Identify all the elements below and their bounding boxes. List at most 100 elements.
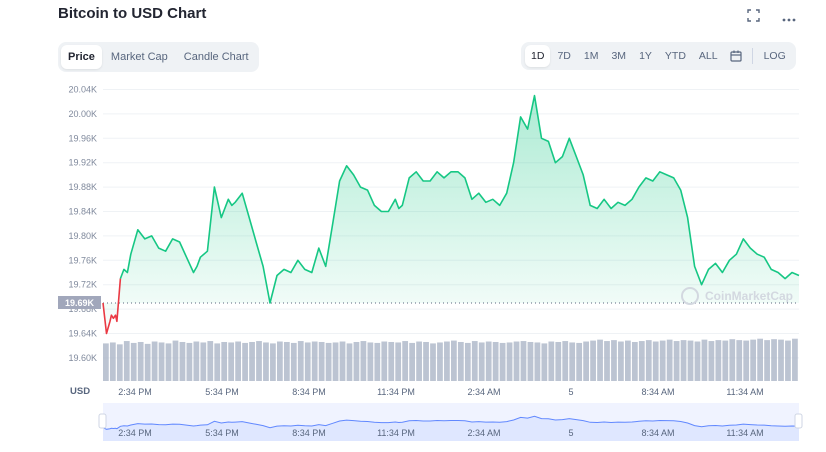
- volume-bar: [311, 341, 318, 381]
- tab-market-cap[interactable]: Market Cap: [110, 51, 168, 63]
- volume-bar: [778, 339, 784, 381]
- volume-bar: [694, 341, 701, 381]
- range-1m[interactable]: 1M: [583, 50, 599, 62]
- volume-bar: [165, 343, 172, 381]
- volume-bar: [701, 339, 708, 381]
- volume-bar: [673, 341, 680, 381]
- range-7d[interactable]: 7D: [557, 50, 571, 62]
- volume-bar: [395, 342, 402, 381]
- navigator-tick-label: 8:34 AM: [641, 428, 674, 438]
- volume-bar: [186, 342, 193, 381]
- volume-bar: [729, 339, 736, 381]
- volume-bar: [534, 342, 541, 381]
- volume-bar: [597, 339, 603, 381]
- y-tick-label: 19.92K: [68, 158, 97, 168]
- calendar-icon[interactable]: [725, 47, 747, 65]
- volume-bars: [103, 338, 798, 381]
- range-3m[interactable]: 3M: [611, 50, 627, 62]
- y-tick-label: 19.80K: [68, 231, 97, 241]
- y-tick-label: 19.60K: [68, 353, 97, 363]
- volume-bar: [750, 339, 757, 381]
- range-1y[interactable]: 1Y: [639, 50, 652, 62]
- volume-bar: [283, 341, 290, 381]
- volume-bar: [158, 342, 165, 381]
- watermark: CoinMarketCap: [681, 287, 793, 305]
- log-toggle[interactable]: LOG: [763, 50, 786, 62]
- volume-bar: [200, 342, 207, 381]
- volume-bar: [374, 342, 381, 381]
- volume-bar: [736, 340, 743, 381]
- navigator-tick-label: 8:34 PM: [292, 428, 326, 438]
- top-actions: [747, 9, 796, 24]
- navigator-handles[interactable]: [98, 413, 803, 429]
- navigator-tick-label: 5:34 PM: [205, 428, 239, 438]
- fullscreen-icon[interactable]: [747, 9, 760, 24]
- volume-bar: [151, 341, 158, 381]
- y-tick-label: 19.96K: [68, 133, 97, 143]
- volume-bar: [527, 341, 534, 381]
- range-selector: 1D 7D 1M 3M 1Y YTD ALL LOG: [521, 42, 796, 70]
- coinmarketcap-logo-icon: [681, 287, 699, 305]
- volume-bar: [618, 341, 624, 381]
- watermark-text: CoinMarketCap: [705, 289, 793, 303]
- volume-bar: [263, 342, 269, 381]
- navigator-handle-right[interactable]: [794, 413, 803, 429]
- navigator-line: [102, 415, 800, 430]
- y-tick-label: 19.64K: [68, 329, 97, 339]
- volume-bar: [785, 340, 791, 381]
- volume-bar: [625, 340, 631, 381]
- price-line-down: [102, 278, 122, 335]
- volume-bar: [430, 343, 436, 381]
- volume-bar: [339, 341, 346, 381]
- volume-bar: [687, 340, 694, 381]
- volume-bar: [207, 341, 214, 381]
- tab-price[interactable]: Price: [61, 45, 102, 69]
- range-ytd[interactable]: YTD: [664, 50, 686, 62]
- price-line-up: [119, 94, 800, 304]
- volume-bar: [179, 341, 186, 381]
- x-tick-label: 2:34 AM: [467, 387, 500, 397]
- volume-bar: [771, 339, 777, 381]
- volume-bar: [541, 343, 548, 381]
- y-tick-label: 20.00K: [68, 109, 97, 119]
- navigator[interactable]: [102, 403, 800, 441]
- y-tick-label: 20.04K: [68, 85, 97, 95]
- tab-candle-chart[interactable]: Candle Chart: [183, 51, 249, 63]
- navigator-tick-label: 5: [568, 428, 573, 438]
- x-tick-label: 8:34 PM: [292, 387, 326, 397]
- current-price-text: 19.69K: [65, 298, 95, 308]
- volume-bar: [478, 342, 485, 381]
- range-1d[interactable]: 1D: [525, 45, 551, 67]
- volume-bar: [388, 341, 395, 381]
- volume-bar: [277, 341, 283, 381]
- volume-bar: [715, 340, 722, 381]
- volume-bar: [638, 341, 645, 381]
- volume-bar: [116, 344, 123, 381]
- volume-bar: [645, 340, 652, 381]
- volume-bar: [360, 341, 367, 381]
- volume-bar: [367, 342, 374, 381]
- volume-bar: [757, 338, 763, 381]
- volume-bar: [583, 341, 589, 381]
- volume-bar: [722, 340, 729, 381]
- current-price-box: [58, 296, 101, 309]
- volume-bar: [137, 341, 144, 381]
- navigator-handle-left[interactable]: [98, 413, 107, 429]
- volume-bar: [631, 341, 638, 381]
- volume-bar: [492, 341, 499, 381]
- x-tick-label: 2:34 PM: [118, 387, 152, 397]
- x-tick-label: 11:34 AM: [726, 387, 763, 397]
- volume-bar: [416, 341, 422, 381]
- y-tick-label: 19.72K: [68, 280, 97, 290]
- volume-bar: [562, 341, 569, 381]
- navigator-axis: 2:34 PM 5:34 PM 8:34 PM 11:34 PM 2:34 AM 5 8:3…: [118, 428, 763, 438]
- volume-bar: [249, 341, 255, 381]
- volume-bar: [109, 342, 116, 381]
- y-tick-label: 19.88K: [68, 182, 97, 192]
- range-all[interactable]: ALL: [698, 50, 718, 62]
- y-tick-label: 19.76K: [68, 255, 97, 265]
- currency-label: USD: [70, 386, 90, 397]
- more-options-icon[interactable]: [782, 10, 796, 24]
- range-divider: [751, 48, 753, 64]
